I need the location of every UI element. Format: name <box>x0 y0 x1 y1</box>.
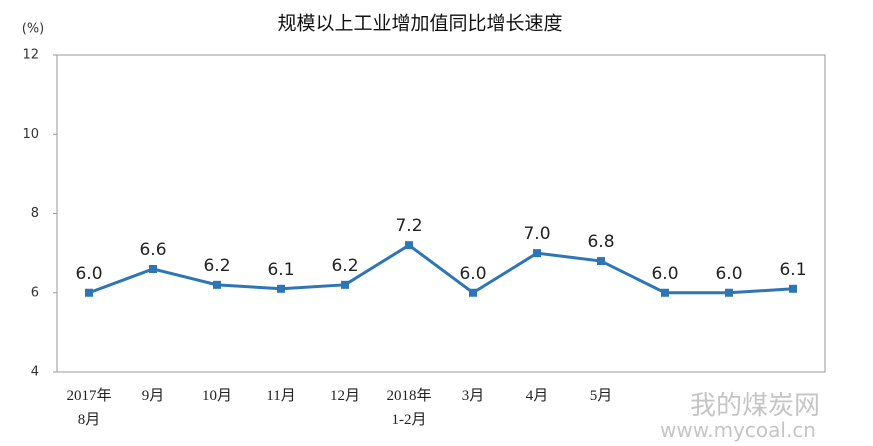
point <box>277 284 285 293</box>
x-tick-label: 12月 <box>329 388 360 404</box>
chart-title: 规模以上工业增加值同比增长速度 <box>277 13 562 35</box>
watermark: www.mycoal.cn <box>660 418 816 442</box>
x-tick-label: 2018年 1-2月 <box>386 388 432 428</box>
line <box>88 243 794 295</box>
value-label: 6.0 <box>715 264 742 284</box>
point <box>597 257 605 266</box>
value-label: 6.0 <box>651 264 678 284</box>
value-label: 6.1 <box>779 260 806 280</box>
x-tick-label: 10月 <box>201 388 232 404</box>
y-tick-label: 4 <box>31 365 39 380</box>
point <box>213 280 221 289</box>
x-tick-label: 2017年 8月 <box>66 388 112 428</box>
value-label: 6.0 <box>459 264 486 284</box>
value-label: 7.2 <box>395 216 422 236</box>
x-tick-label: 3月 <box>461 388 485 404</box>
y-unit: (%) <box>22 22 45 37</box>
point <box>85 288 93 297</box>
x-tick-label: 4月 <box>525 388 549 404</box>
point <box>149 264 157 273</box>
value-label: 6.1 <box>267 260 294 280</box>
value-label: 6.2 <box>331 256 358 276</box>
value-label: 7.0 <box>523 224 550 244</box>
value-label: 6.8 <box>587 232 614 252</box>
point <box>405 241 413 250</box>
x-tick-label: 11月 <box>266 388 296 404</box>
point <box>469 288 477 297</box>
value-label: 6.0 <box>75 264 102 284</box>
value-label: 6.6 <box>139 240 166 260</box>
plot-frame <box>56 54 826 373</box>
y-tick-label: 10 <box>22 127 39 142</box>
y-tick-label: 6 <box>31 285 39 300</box>
x-tick-label: 5月 <box>589 388 613 404</box>
x-tick-label: 9月 <box>141 388 165 404</box>
watermark: 我的煤炭网 <box>690 391 821 421</box>
y-tick-label: 8 <box>31 206 39 221</box>
point <box>789 284 797 293</box>
y-tick-label: 12 <box>22 48 39 63</box>
value-label: 6.2 <box>203 256 230 276</box>
point <box>341 280 349 289</box>
point <box>661 288 669 297</box>
point <box>725 288 733 297</box>
point <box>533 249 541 258</box>
